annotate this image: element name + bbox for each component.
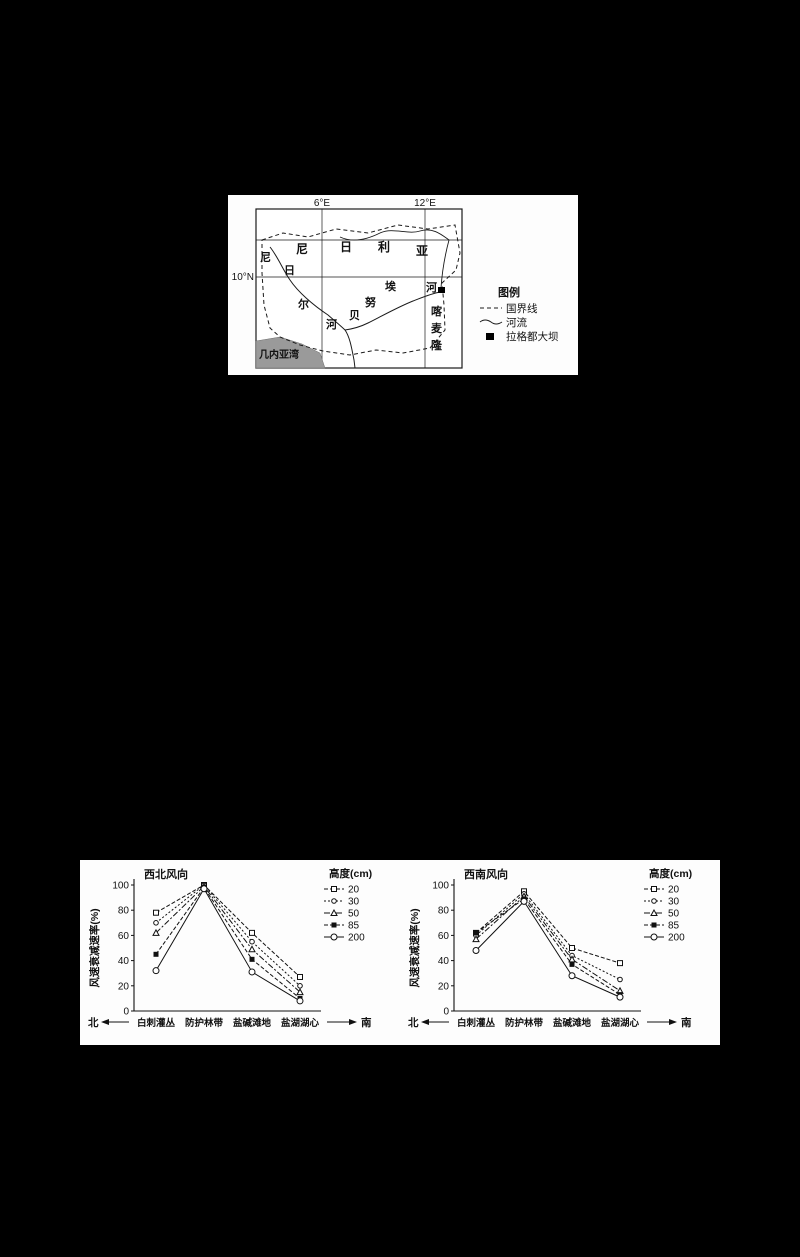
svg-text:防护林带: 防护林带	[185, 1017, 224, 1029]
svg-text:40: 40	[438, 956, 450, 967]
svg-text:盐碱滩地: 盐碱滩地	[233, 1017, 272, 1029]
chart-southwest-wind: 0 20 40 60 80 100 白刺灌丛 防护林带 盐碱滩地 盐湖湖心 西南风向风速衰减速率(%…	[408, 867, 692, 1029]
nigeria-map: 6°E 12°E 10°N 尼 日 尔 河 尼 日 利 亚 贝 努 埃 河 喀 …	[232, 198, 559, 369]
chart-northwest-wind: 0 20 40 60 80 100 白刺灌丛 防护林带 盐碱滩地 盐湖湖心 西北风向风速衰减速率(%…	[88, 867, 372, 1029]
svg-text:85: 85	[348, 921, 360, 932]
nigeria-char-1: 尼	[296, 242, 308, 256]
map-figure-panel: 6°E 12°E 10°N 尼 日 尔 河 尼 日 利 亚 贝 努 埃 河 喀 …	[228, 195, 578, 375]
svg-text:西北风向: 西北风向	[144, 867, 188, 881]
wind-charts-panel: 0 20 40 60 80 100 白刺灌丛 防护林带 盐碱滩地 盐湖湖心 西北风向 风速衰减速率(%…	[80, 860, 720, 1045]
benue-char-2: 努	[365, 295, 376, 309]
benue-char-4: 河	[426, 280, 437, 294]
svg-text:0: 0	[123, 1007, 129, 1018]
svg-text:20: 20	[668, 885, 680, 896]
niger-char-2: 日	[284, 264, 295, 277]
svg-text:200: 200	[668, 933, 685, 944]
nigeria-char-2: 日	[340, 240, 352, 254]
niger-char-1: 尼	[260, 251, 271, 264]
svg-text:盐碱滩地: 盐碱滩地	[553, 1017, 592, 1029]
svg-text:100: 100	[112, 881, 129, 892]
niger-char-3: 尔	[297, 297, 309, 311]
svg-text:30: 30	[668, 897, 680, 908]
svg-text:50: 50	[348, 909, 360, 920]
svg-text:80: 80	[118, 906, 130, 917]
svg-text:西南风向: 西南风向	[464, 867, 508, 881]
map-legend-river-label: 河流	[506, 316, 527, 329]
map-legend-boundary-label: 国界线	[506, 302, 538, 315]
svg-text:20: 20	[438, 981, 450, 992]
svg-text:30: 30	[348, 897, 360, 908]
svg-text:50: 50	[668, 909, 680, 920]
svg-text:防护林带: 防护林带	[505, 1017, 544, 1029]
svg-text:200: 200	[348, 933, 365, 944]
svg-text:80: 80	[438, 906, 450, 917]
national-boundary-line	[261, 224, 461, 356]
northern-river-line	[339, 229, 450, 289]
niger-char-4: 河	[326, 317, 337, 331]
niger-river-line	[269, 246, 356, 369]
svg-text:100: 100	[432, 881, 449, 892]
cameroon-char-3: 隆	[431, 338, 443, 352]
svg-text:60: 60	[438, 931, 450, 942]
lon-label-12e: 12°E	[414, 198, 436, 209]
svg-text:北: 北	[408, 1016, 419, 1029]
svg-text:高度(cm): 高度(cm)	[329, 867, 372, 880]
cameroon-char-2: 麦	[431, 321, 443, 335]
svg-text:风速衰减速率(%): 风速衰减速率(%)	[408, 908, 421, 987]
benue-char-1: 贝	[349, 309, 360, 322]
cameroon-char-1: 喀	[431, 304, 442, 318]
svg-text:白刺灌丛: 白刺灌丛	[137, 1017, 176, 1029]
svg-text:20: 20	[348, 885, 360, 896]
svg-text:85: 85	[668, 921, 680, 932]
svg-text:南: 南	[361, 1016, 372, 1029]
nigeria-char-3: 利	[378, 239, 390, 254]
svg-text:高度(cm): 高度(cm)	[649, 867, 692, 880]
benue-char-3: 埃	[385, 279, 397, 293]
svg-text:0: 0	[443, 1007, 449, 1018]
svg-text:风速衰减速率(%): 风速衰减速率(%)	[88, 908, 101, 987]
svg-text:盐湖湖心: 盐湖湖心	[601, 1017, 640, 1029]
svg-text:60: 60	[118, 931, 130, 942]
svg-text:40: 40	[118, 956, 130, 967]
legend-river-sample	[479, 319, 503, 325]
svg-text:北: 北	[88, 1016, 99, 1029]
lagdo-dam-marker	[438, 287, 445, 293]
nigeria-char-4: 亚	[416, 244, 428, 258]
svg-text:盐湖湖心: 盐湖湖心	[281, 1017, 320, 1029]
legend-dam-sample	[486, 333, 494, 340]
benue-river-line	[344, 291, 441, 331]
lon-label-6e: 6°E	[314, 198, 331, 209]
map-legend-title: 图例	[498, 285, 520, 299]
svg-text:20: 20	[118, 981, 130, 992]
map-legend-dam-label: 拉格都大坝	[506, 330, 559, 343]
svg-text:南: 南	[681, 1016, 692, 1029]
svg-text:白刺灌丛: 白刺灌丛	[457, 1017, 496, 1029]
lat-label-10n: 10°N	[232, 272, 254, 283]
gulf-label: 几内亚湾	[259, 348, 299, 361]
